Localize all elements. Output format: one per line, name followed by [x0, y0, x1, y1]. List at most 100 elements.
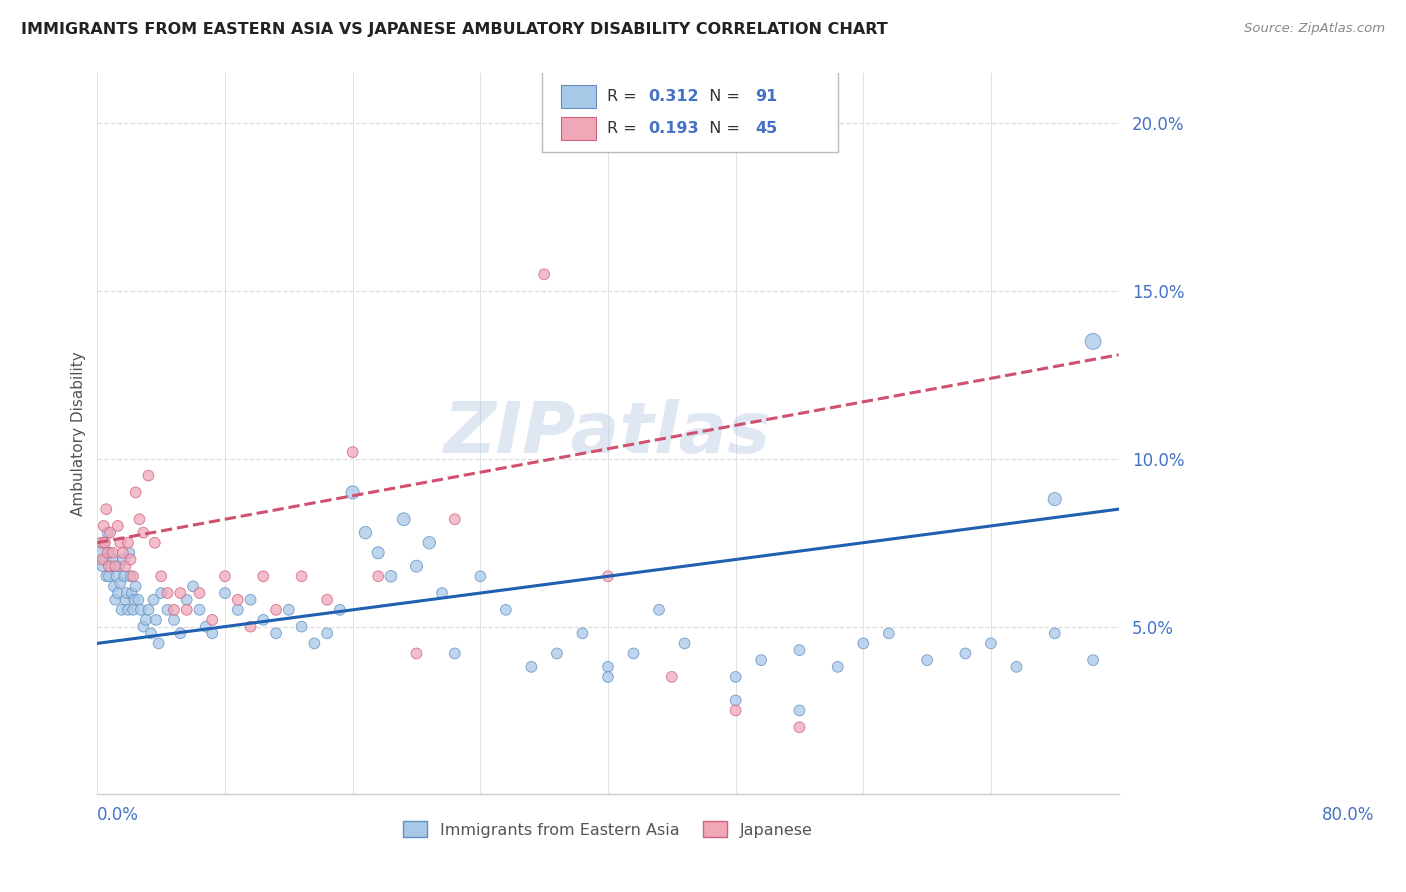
- Point: [724, 670, 747, 684]
- Point: [520, 660, 543, 674]
- Point: [596, 670, 619, 684]
- Y-axis label: Ambulatory Disability: Ambulatory Disability: [72, 351, 86, 516]
- Point: [114, 559, 136, 574]
- Point: [98, 525, 121, 540]
- Point: [122, 603, 145, 617]
- Text: R =: R =: [607, 88, 641, 103]
- Point: [546, 647, 568, 661]
- Point: [188, 586, 211, 600]
- Point: [91, 552, 114, 566]
- Point: [121, 586, 143, 600]
- Point: [120, 569, 142, 583]
- Point: [495, 603, 517, 617]
- Point: [252, 613, 274, 627]
- Point: [214, 569, 236, 583]
- Point: [91, 559, 114, 574]
- Point: [955, 647, 977, 661]
- Point: [100, 559, 122, 574]
- Point: [194, 619, 217, 633]
- Point: [97, 559, 120, 574]
- Point: [163, 603, 186, 617]
- Point: [94, 535, 117, 549]
- Point: [1081, 334, 1104, 349]
- Text: 45: 45: [755, 121, 778, 136]
- Point: [329, 603, 352, 617]
- Point: [101, 546, 124, 560]
- Point: [105, 569, 128, 583]
- Point: [124, 592, 146, 607]
- Point: [724, 703, 747, 717]
- Point: [145, 613, 167, 627]
- Point: [1005, 660, 1028, 674]
- Point: [380, 569, 402, 583]
- Point: [827, 660, 849, 674]
- Point: [129, 603, 152, 617]
- Point: [188, 603, 211, 617]
- Point: [122, 569, 145, 583]
- Point: [96, 569, 118, 583]
- Point: [176, 592, 198, 607]
- Point: [169, 586, 191, 600]
- Point: [418, 535, 440, 549]
- Text: 91: 91: [755, 88, 778, 103]
- Point: [110, 576, 132, 591]
- Point: [405, 647, 427, 661]
- Point: [264, 626, 287, 640]
- Point: [93, 519, 115, 533]
- Point: [97, 569, 120, 583]
- Point: [124, 485, 146, 500]
- Point: [124, 579, 146, 593]
- Point: [443, 647, 465, 661]
- Point: [127, 592, 149, 607]
- Point: [304, 636, 326, 650]
- Point: [789, 720, 811, 734]
- Text: 0.0%: 0.0%: [97, 805, 139, 824]
- Point: [915, 653, 938, 667]
- Point: [111, 552, 134, 566]
- Point: [132, 525, 155, 540]
- Point: [117, 603, 139, 617]
- Point: [104, 592, 127, 607]
- Text: IMMIGRANTS FROM EASTERN ASIA VS JAPANESE AMBULATORY DISABILITY CORRELATION CHART: IMMIGRANTS FROM EASTERN ASIA VS JAPANESE…: [21, 22, 887, 37]
- Point: [749, 653, 772, 667]
- Point: [112, 569, 135, 583]
- Point: [93, 535, 115, 549]
- Text: ZIPatlas: ZIPatlas: [444, 399, 772, 468]
- Point: [443, 512, 465, 526]
- Point: [533, 268, 555, 282]
- Point: [117, 535, 139, 549]
- Text: R =: R =: [607, 121, 641, 136]
- Text: 0.312: 0.312: [648, 88, 699, 103]
- Point: [104, 559, 127, 574]
- Text: N =: N =: [699, 121, 745, 136]
- Point: [277, 603, 299, 617]
- Point: [354, 525, 377, 540]
- Point: [201, 626, 224, 640]
- Point: [181, 579, 204, 593]
- Point: [110, 603, 132, 617]
- Point: [648, 603, 671, 617]
- FancyBboxPatch shape: [561, 85, 596, 108]
- Text: 0.193: 0.193: [648, 121, 699, 136]
- Point: [316, 626, 339, 640]
- Point: [107, 519, 129, 533]
- Point: [90, 535, 112, 549]
- Text: 80.0%: 80.0%: [1322, 805, 1374, 824]
- Point: [94, 552, 117, 566]
- Point: [430, 586, 453, 600]
- Point: [571, 626, 593, 640]
- Point: [852, 636, 875, 650]
- FancyBboxPatch shape: [541, 70, 838, 153]
- Point: [214, 586, 236, 600]
- Point: [623, 647, 645, 661]
- Point: [226, 603, 249, 617]
- Point: [226, 592, 249, 607]
- Point: [98, 546, 121, 560]
- Point: [291, 619, 314, 633]
- Point: [107, 586, 129, 600]
- Point: [596, 660, 619, 674]
- Point: [120, 552, 142, 566]
- Point: [118, 546, 141, 560]
- Point: [367, 546, 389, 560]
- Point: [1081, 653, 1104, 667]
